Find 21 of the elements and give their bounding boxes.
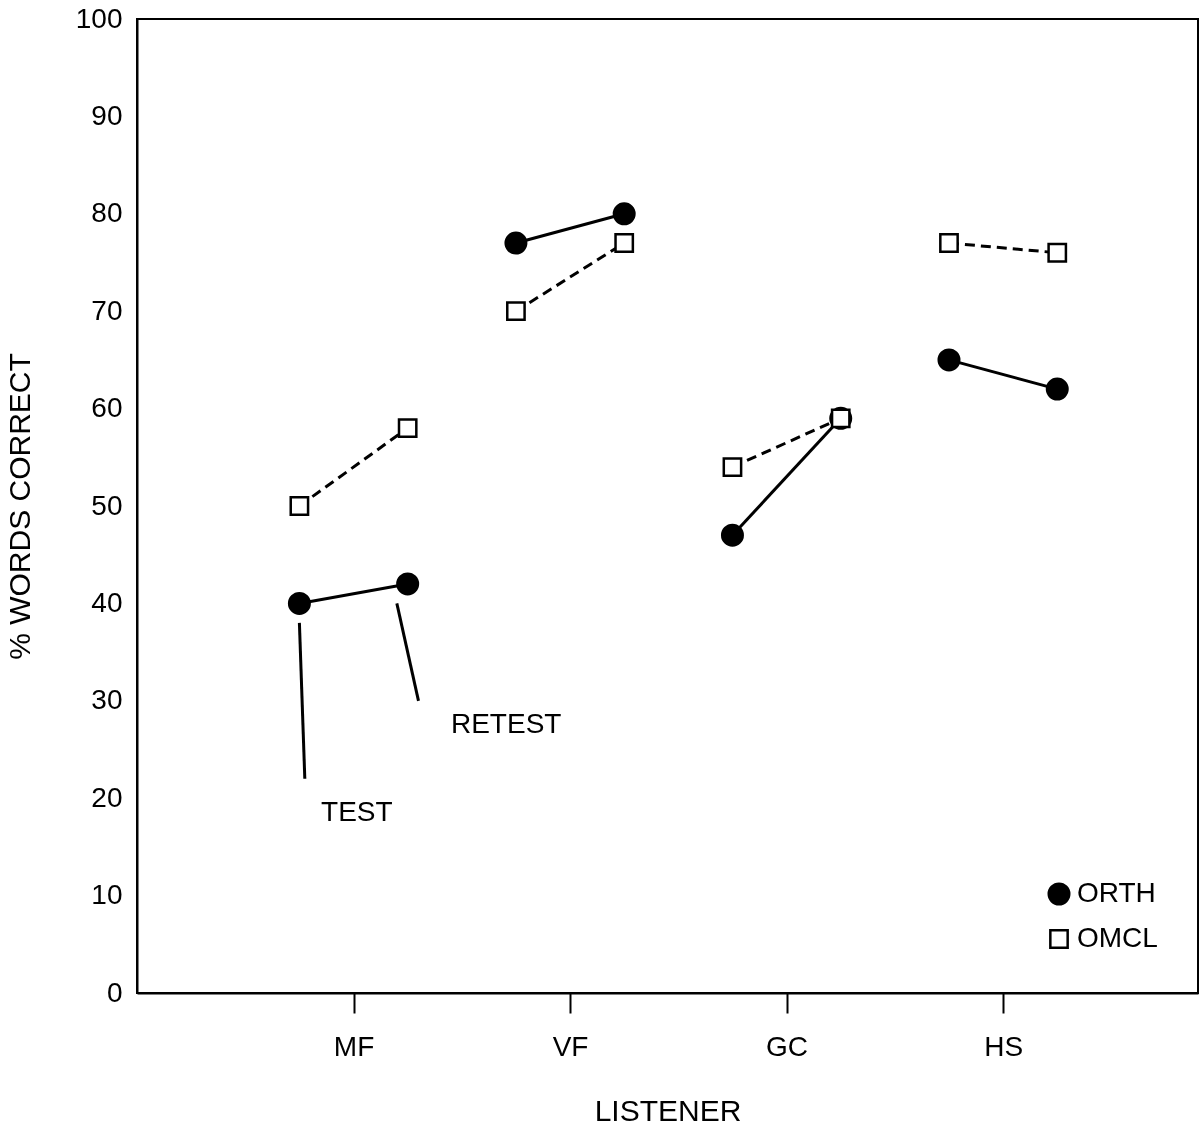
y-tick-label: 50 [91, 489, 123, 521]
y-tick-label: 0 [106, 976, 123, 1008]
legend-label: ORTH [1077, 877, 1156, 908]
x-axis-title: LISTENER [594, 1093, 742, 1127]
x-tick-label: MF [333, 1030, 375, 1062]
x-tick-label: HS [984, 1030, 1024, 1062]
y-tick-label: 30 [91, 684, 123, 716]
annotation: RETEST [450, 708, 562, 740]
y-tick-label: 10 [91, 879, 123, 911]
y-tick-label: 80 [91, 197, 123, 229]
y-axis-title: % WORDS CORRECT [2, 353, 36, 660]
x-tick-label: GC [766, 1030, 809, 1062]
y-tick-label: 90 [91, 99, 123, 131]
y-tick-label: 20 [91, 781, 123, 813]
annotation: TEST [321, 795, 393, 827]
y-tick-label: 40 [91, 586, 123, 618]
x-tick-label: VF [552, 1030, 589, 1062]
y-tick-label: 60 [91, 392, 123, 424]
y-tick-label: 70 [91, 294, 123, 326]
legend-label: OMCL [1077, 922, 1158, 953]
y-tick-label: 100 [75, 2, 123, 34]
